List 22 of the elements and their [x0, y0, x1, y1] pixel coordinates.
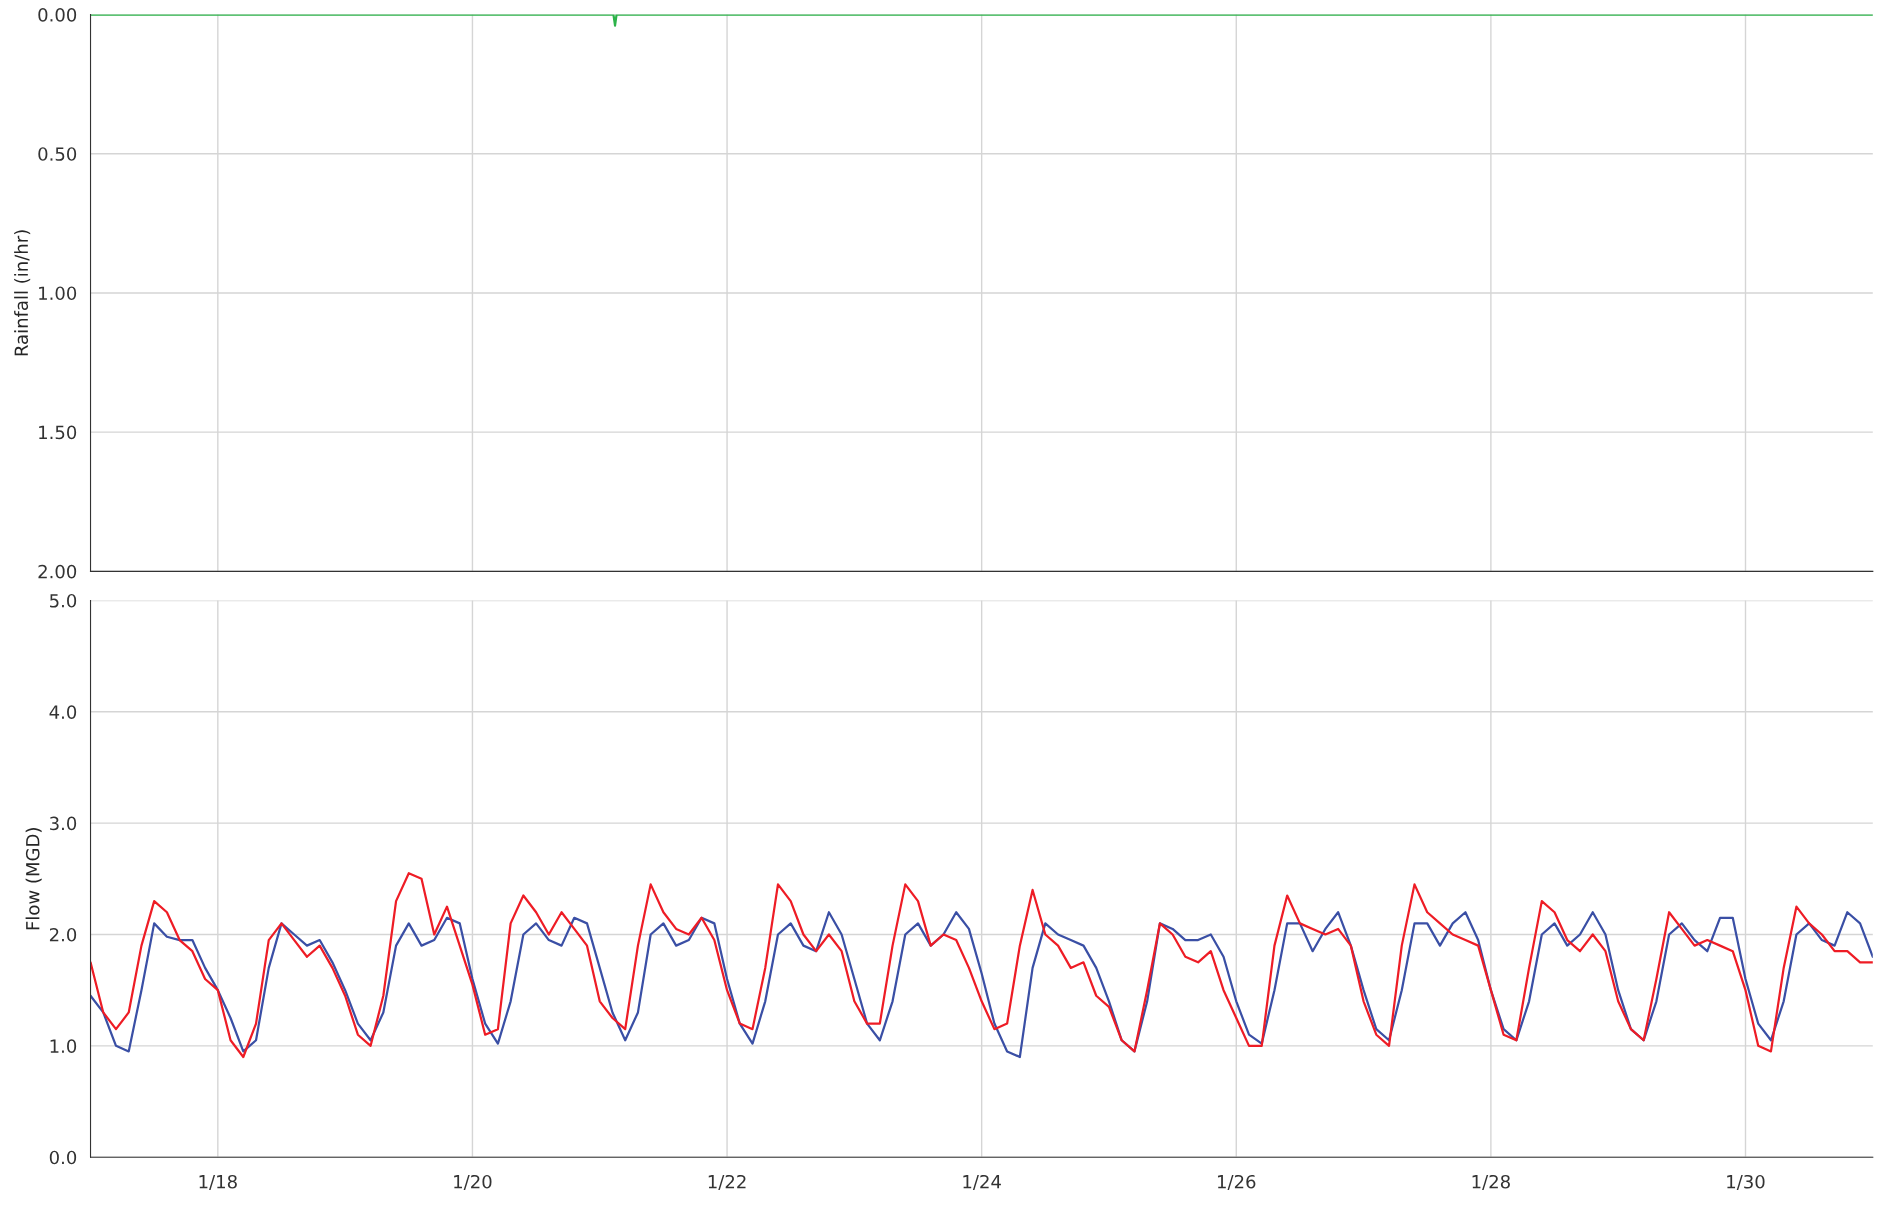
y-tick-label: 5.0 [50, 593, 77, 608]
y-tick-label: 0.0 [49, 1150, 77, 1165]
x-tick-label: 1/30 [1727, 1174, 1765, 1190]
x-tick-label: 1/20 [454, 1174, 492, 1190]
y-tick-label: 1.50 [39, 425, 77, 440]
y-axis-title: Flow (MGD) [25, 828, 42, 930]
y-tick-label: 2.00 [38, 564, 77, 579]
x-tick-label: 1/18 [199, 1174, 237, 1190]
y-tick-label: 1.0 [50, 1039, 77, 1053]
line-series [90, 911, 1873, 1059]
x-tick-label: 1/26 [1217, 1174, 1256, 1190]
y-axis-title: Rainfall (in/hr) [14, 230, 31, 356]
x-tick-label: 1/24 [963, 1174, 1001, 1190]
x-tick-label: 1/22 [708, 1174, 746, 1190]
y-tick-label: 1.00 [39, 286, 77, 301]
y-tick-label: 4.0 [49, 705, 77, 719]
y-tick-label: 0.50 [38, 147, 77, 161]
x-tick-label: 1/28 [1472, 1174, 1510, 1190]
y-tick-label: 3.0 [50, 816, 77, 831]
y-tick-label: 2.0 [49, 927, 77, 942]
line-series [90, 872, 1873, 1059]
y-tick-label: 0.00 [38, 8, 77, 22]
